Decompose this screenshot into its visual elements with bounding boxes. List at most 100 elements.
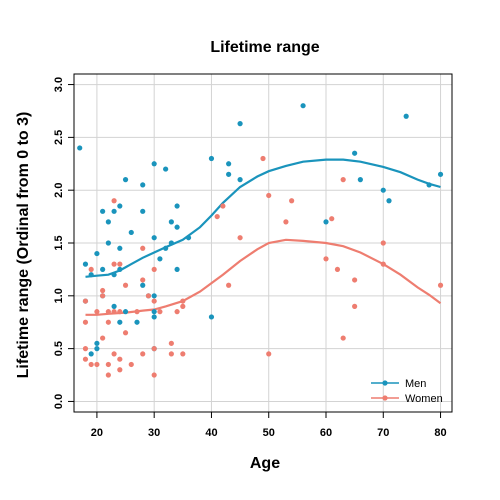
data-point-men (140, 208, 146, 214)
data-points (77, 103, 444, 378)
x-tick-label: 50 (263, 427, 275, 439)
data-point-men (237, 121, 243, 127)
data-point-men (174, 266, 180, 273)
x-tick-label: 40 (205, 427, 217, 439)
data-point-women (122, 330, 129, 336)
data-point-men (117, 203, 123, 209)
y-tick-label: 1.5 (53, 235, 65, 250)
chart-title: Lifetime range (210, 39, 319, 56)
data-point-women (352, 303, 358, 309)
data-point-men (185, 235, 192, 241)
data-point-men (174, 224, 180, 230)
data-point-women (168, 351, 174, 357)
data-point-men (105, 219, 111, 225)
data-point-women (323, 256, 329, 262)
data-point-men (174, 203, 180, 209)
y-tick-label: 2.0 (53, 183, 65, 198)
data-point-men (437, 171, 444, 177)
data-point-women (226, 282, 232, 288)
data-point-women (128, 361, 134, 368)
axes: 20 30 40 50 60 70 80 0.0 0.5 1.0 1.5 2.0 2.5 3.0 (53, 73, 453, 439)
data-point-men (77, 145, 83, 151)
data-point-women (94, 361, 100, 368)
y-axis-label: Lifetime range (Ordinal from 0 to 3) (15, 112, 32, 379)
data-point-women (380, 240, 386, 246)
data-point-women (105, 361, 111, 368)
data-point-women (151, 298, 157, 304)
data-point-women (340, 335, 346, 341)
x-tick-label: 70 (377, 427, 389, 439)
data-point-women (174, 309, 180, 315)
data-point-men (323, 219, 329, 225)
data-point-women (111, 309, 117, 315)
data-point-women (88, 266, 94, 273)
data-point-women (334, 266, 341, 273)
data-point-men (134, 319, 140, 325)
data-point-men (168, 219, 174, 225)
data-point-men (163, 245, 169, 251)
data-point-women (111, 351, 117, 357)
data-point-men (151, 314, 157, 320)
data-point-women (237, 235, 243, 241)
data-point-men (94, 340, 100, 346)
data-point-women (151, 372, 157, 378)
data-point-women (111, 198, 117, 204)
data-point-women (145, 293, 152, 299)
data-point-women (82, 346, 89, 352)
data-point-women (111, 261, 117, 267)
data-point-men (157, 256, 163, 262)
legend-label-women: Women (405, 393, 443, 405)
trend-line-women (85, 238, 442, 316)
data-point-women (168, 340, 174, 346)
data-point-men (151, 293, 157, 299)
data-point-men (168, 240, 174, 246)
data-point-women (380, 261, 386, 267)
data-point-women (151, 266, 157, 273)
data-point-women (100, 335, 106, 341)
data-point-women (82, 298, 89, 304)
data-point-women (140, 351, 146, 357)
data-point-women (214, 213, 220, 220)
data-point-men (100, 208, 106, 214)
data-point-men (111, 303, 117, 309)
x-tick-label: 80 (434, 427, 446, 439)
data-point-men (380, 187, 386, 193)
data-point-women (260, 155, 266, 162)
data-point-men (100, 266, 106, 273)
data-point-women (105, 372, 111, 378)
grid (74, 74, 452, 412)
data-point-women (352, 277, 358, 283)
legend-marker-men (382, 380, 388, 386)
data-point-men (122, 177, 129, 183)
data-point-women (134, 309, 140, 315)
data-point-men (208, 314, 215, 320)
data-point-women (117, 261, 123, 267)
data-point-women (266, 192, 272, 199)
trend-lines (85, 158, 442, 316)
data-point-women (82, 319, 89, 325)
x-axis-label: Age (250, 455, 280, 472)
data-point-men (117, 266, 123, 273)
data-point-women (100, 293, 106, 299)
data-point-men (88, 272, 94, 278)
data-point-women (289, 198, 295, 204)
data-point-men (357, 177, 363, 183)
data-point-men (151, 309, 157, 315)
data-point-women (82, 356, 89, 362)
data-point-men (208, 155, 215, 162)
data-point-women (180, 298, 186, 304)
y-tick-label: 2.5 (53, 130, 65, 145)
data-point-women (117, 367, 123, 373)
data-point-women (100, 287, 106, 294)
data-point-women (105, 309, 111, 315)
data-point-men (82, 261, 89, 267)
data-point-women (157, 309, 163, 315)
data-point-women (266, 351, 272, 357)
data-point-men (403, 113, 409, 119)
data-point-women (180, 303, 186, 309)
data-point-women (140, 245, 146, 251)
data-point-women (180, 351, 186, 357)
data-point-women (117, 309, 123, 315)
data-point-women (122, 282, 129, 288)
